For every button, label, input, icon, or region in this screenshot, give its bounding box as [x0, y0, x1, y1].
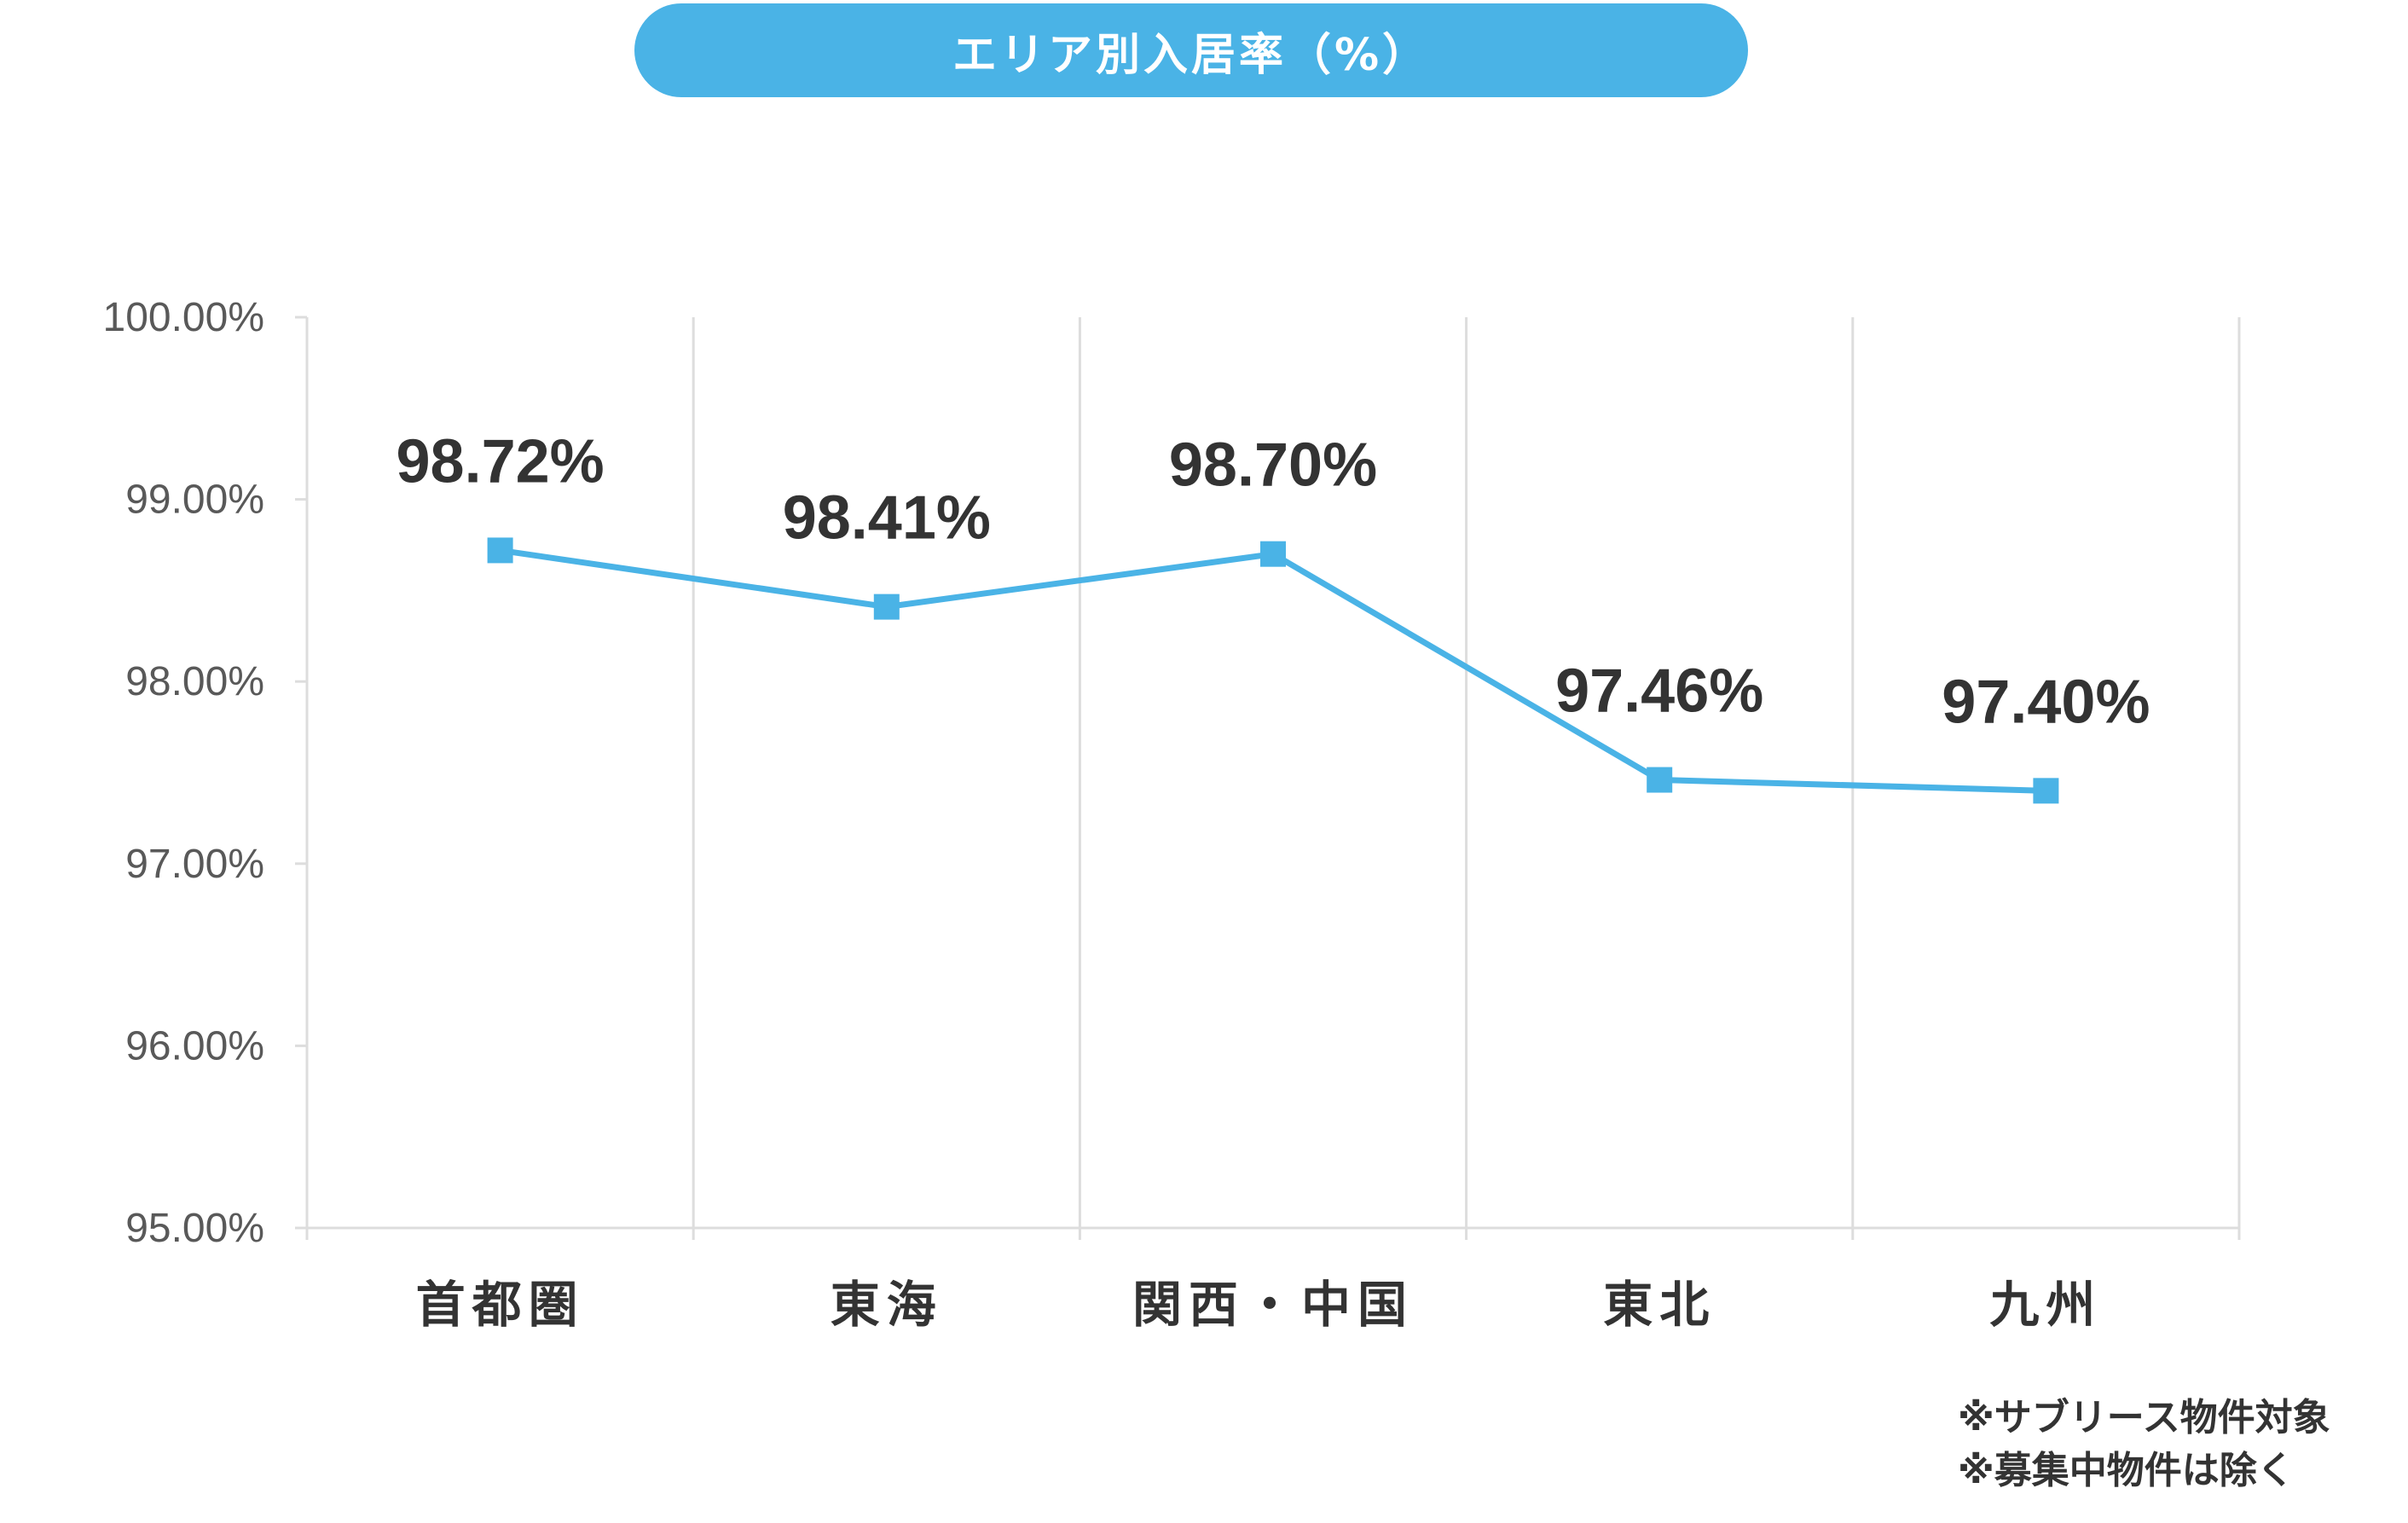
data-point-marker	[1647, 767, 1673, 793]
series-line	[500, 547, 2046, 794]
y-tick-label: 100.00%	[103, 295, 265, 340]
data-label: 98.72%	[396, 427, 604, 495]
y-tick-label: 98.00%	[125, 659, 264, 704]
footnotes: ※サブリース物件対象 ※募集中物件は除く	[1958, 1392, 2330, 1497]
x-category-label: 九州	[1989, 1276, 2102, 1334]
chart-title-pill: エリア別入居率（%）	[634, 3, 1748, 97]
footnote-vacancy: ※募集中物件は除く	[1958, 1449, 2295, 1492]
x-category-label: 関西・中国	[1132, 1276, 1414, 1334]
footnote-sublease: ※サブリース物件対象	[1958, 1396, 2330, 1439]
data-point-marker	[487, 537, 513, 564]
data-label: 97.46%	[1555, 657, 1763, 726]
y-tick-label: 99.00%	[125, 478, 264, 523]
y-tick-label: 97.00%	[125, 842, 264, 887]
chart-title: エリア別入居率（%）	[952, 29, 1431, 81]
y-tick-label: 95.00%	[125, 1206, 264, 1251]
x-category-label: 東北	[1603, 1276, 1716, 1334]
data-point-marker	[1260, 541, 1286, 567]
data-label: 98.41%	[783, 484, 991, 553]
y-tick-label: 96.00%	[125, 1023, 264, 1068]
data-label: 98.70%	[1169, 431, 1377, 500]
data-point-marker	[2033, 778, 2059, 804]
x-category-label: 首都圏	[416, 1276, 585, 1334]
data-point-marker	[873, 594, 900, 620]
data-label: 97.40%	[1942, 668, 2150, 736]
x-category-label: 東海	[831, 1276, 943, 1334]
